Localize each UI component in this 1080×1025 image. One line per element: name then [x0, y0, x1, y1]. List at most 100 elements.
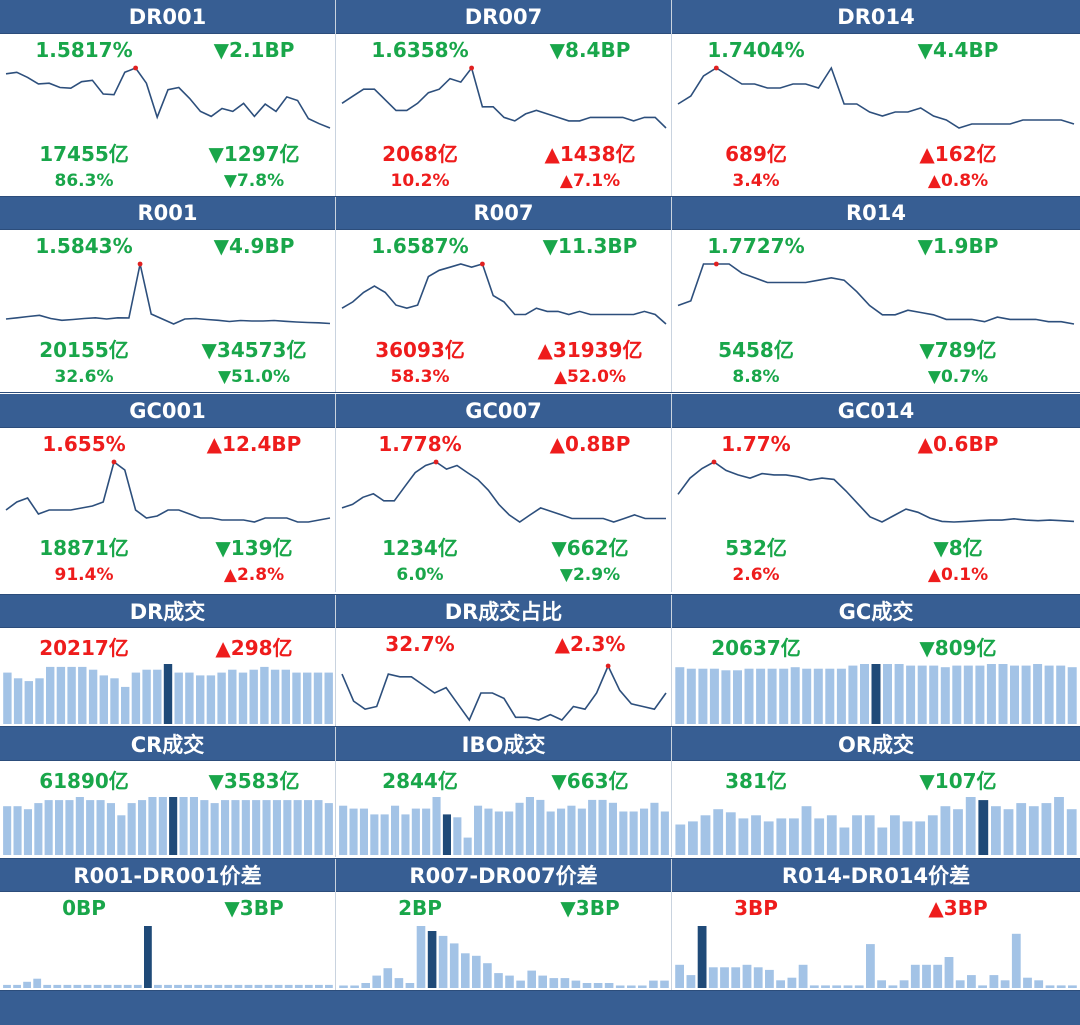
volume-change: ▲1438亿 [544, 142, 636, 166]
value: 2BP [398, 896, 442, 920]
bar [516, 980, 525, 988]
bar [627, 985, 636, 988]
bar [802, 668, 812, 724]
panel-GC007: GC007 1.778% ▲0.8BP 1234亿 ▼662亿 6.0% ▼2.9% [336, 394, 672, 592]
bar [303, 672, 312, 724]
share-value: 6.0% [396, 565, 444, 585]
bar [214, 984, 223, 988]
bar [272, 800, 281, 855]
bar [1011, 933, 1021, 988]
value-change: ▲298亿 [215, 636, 293, 660]
bar [254, 984, 263, 988]
bar [686, 668, 696, 724]
rate-change: ▼1.9BP [917, 234, 999, 258]
volume-value: 1234亿 [382, 536, 458, 560]
bar [877, 827, 888, 855]
bar [798, 964, 808, 988]
rate-change: ▲0.8BP [549, 432, 631, 456]
panel-title: GC001 [0, 394, 335, 428]
bar-chart [339, 797, 669, 855]
panel-title: R001 [0, 196, 335, 230]
bar [525, 797, 534, 855]
bar [169, 797, 178, 855]
bar [23, 809, 32, 855]
bar [483, 963, 492, 988]
bar [43, 984, 52, 988]
bar-chart [675, 926, 1077, 988]
bar [839, 827, 850, 855]
bar [1016, 803, 1027, 855]
peak-marker [133, 65, 139, 71]
bar [264, 984, 273, 988]
bar [472, 955, 481, 988]
bar [1056, 985, 1066, 988]
bar [270, 669, 280, 724]
bar [505, 975, 514, 988]
bar [23, 981, 31, 988]
bar [1034, 980, 1044, 988]
footer-bar [0, 990, 1080, 1025]
bar [890, 815, 900, 855]
value-change: ▼3583亿 [208, 769, 300, 793]
bar [93, 984, 102, 988]
bar [313, 672, 323, 724]
bar [463, 837, 472, 855]
bar [110, 678, 119, 724]
bar [325, 984, 333, 988]
panel-title: GC014 [672, 394, 1080, 428]
bar [117, 815, 126, 855]
bar [13, 984, 21, 988]
value: 20217亿 [39, 636, 129, 660]
bar [380, 814, 389, 855]
bar [567, 805, 576, 855]
panel-R014: R014 1.7727% ▼1.9BP 5458亿 ▼789亿 8.8% ▼0.7% [672, 196, 1080, 392]
bar [619, 811, 628, 855]
bar [55, 800, 64, 855]
bar [821, 985, 830, 988]
bar [241, 800, 250, 855]
peak-marker [137, 261, 143, 267]
value: 381亿 [725, 769, 787, 793]
bar [163, 664, 173, 724]
series-line [5, 67, 331, 129]
bar [164, 984, 172, 988]
bar [902, 821, 913, 855]
bar [144, 926, 152, 988]
volume-change: ▲162亿 [919, 142, 997, 166]
bar [763, 821, 774, 855]
value-change: ▼107亿 [919, 769, 997, 793]
rate-value: 1.5843% [35, 234, 133, 258]
bar [991, 806, 1001, 855]
panel-GC成交: GC成交 20637亿 ▼809亿 [672, 594, 1080, 726]
bar [252, 800, 261, 855]
rate-change: ▲12.4BP [206, 432, 302, 456]
bar [324, 803, 333, 855]
panel-title: CR成交 [0, 727, 335, 761]
bar [383, 968, 393, 988]
bar [284, 984, 293, 988]
bar [427, 931, 437, 988]
bar [952, 665, 962, 724]
bar [1045, 985, 1055, 988]
bar [65, 800, 74, 855]
bar [789, 818, 799, 855]
row-separator [0, 858, 1080, 859]
bar [1021, 665, 1031, 724]
bar [461, 953, 470, 988]
share-value: 2.6% [732, 565, 780, 585]
share-value: 10.2% [390, 171, 450, 191]
value-change: ▼3BP [224, 896, 284, 920]
bar [324, 672, 333, 724]
bar [549, 978, 559, 988]
bar [832, 985, 842, 988]
bar [432, 797, 441, 855]
peak-marker [433, 459, 439, 465]
bar [779, 668, 789, 724]
bar [515, 802, 524, 855]
bar [675, 824, 686, 855]
bar [179, 797, 188, 855]
series-line [341, 664, 667, 722]
bar [700, 815, 711, 855]
bar [536, 799, 545, 855]
bar [927, 815, 938, 855]
